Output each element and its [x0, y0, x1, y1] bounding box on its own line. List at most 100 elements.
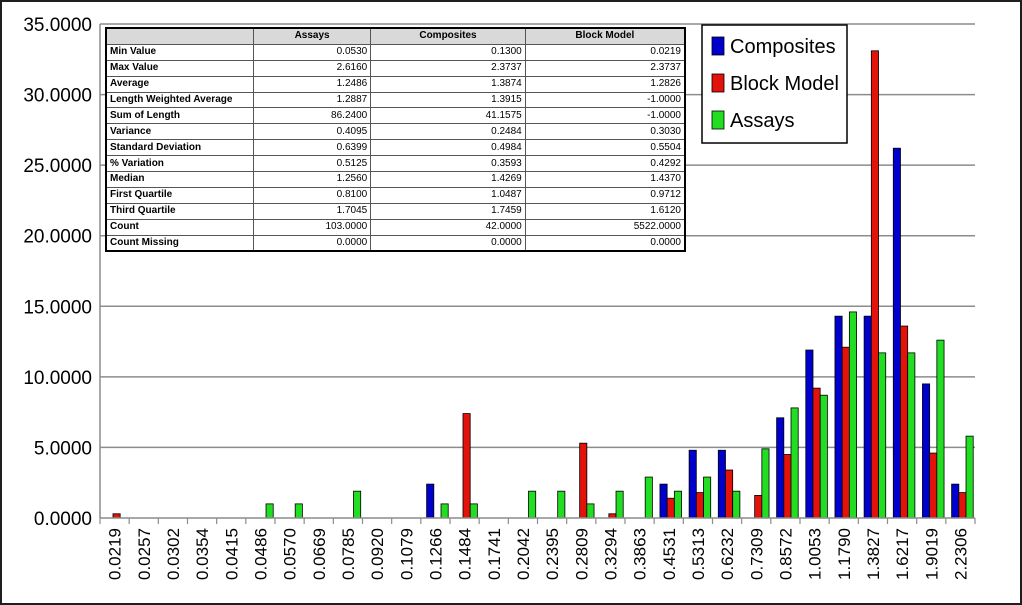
bar-assays: [907, 352, 916, 519]
bar-block-model: [666, 497, 675, 519]
bar-assays: [586, 503, 595, 519]
stats-row-label: Variance: [105, 123, 254, 141]
bar-assays: [732, 490, 741, 519]
bar-block-model: [462, 413, 471, 519]
bar-assays: [819, 394, 828, 519]
stats-cell: 1.0487: [370, 186, 526, 204]
x-tick-label: 0.0354: [193, 528, 212, 580]
bar-assays: [294, 503, 303, 519]
bar-composites: [426, 483, 435, 519]
stats-header-row: Assays Composites Block Model: [105, 27, 686, 45]
table-row: Count 103.0000 42.0000 5522.0000: [105, 218, 686, 236]
stats-cell: 0.8100: [252, 186, 372, 204]
stats-cell: 1.7459: [370, 202, 526, 220]
stats-row-label: Sum of Length: [105, 107, 254, 125]
stats-cell: 86.2400: [252, 107, 372, 125]
table-row: Length Weighted Average 1.2887 1.3915 -1.00…: [105, 91, 686, 109]
stats-row-label: Length Weighted Average: [105, 91, 254, 109]
x-tick-label: 0.0415: [222, 528, 241, 580]
y-axis: 0.0000 5.0000 10.0000 15.0000 20.0000 25.0000…: [23, 15, 101, 530]
bar-block-model: [695, 492, 704, 519]
stats-cell: 0.0530: [252, 43, 372, 61]
stats-cell: 1.2560: [252, 171, 372, 188]
stats-cell: 0.3030: [524, 123, 686, 141]
table-row: Max Value 2.6160 2.3737 2.3737: [105, 59, 686, 77]
stats-cell: 0.6399: [252, 139, 372, 157]
x-tick-label: 0.1079: [397, 528, 416, 580]
stats-row-label: Count Missing: [105, 234, 254, 252]
bar-block-model: [870, 50, 879, 519]
bar-assays: [878, 352, 887, 519]
stats-cell: 1.2887: [252, 91, 372, 109]
stats-cell: 0.4095: [252, 123, 372, 141]
bar-composites: [659, 483, 668, 519]
x-tick-label: 0.0669: [310, 528, 329, 580]
stats-cell: 41.1575: [370, 107, 526, 125]
stats-row-label: Count: [105, 218, 254, 236]
stats-row-label: Median: [105, 171, 254, 188]
bar-block-model: [929, 452, 938, 519]
legend: Composites Block Model Assays: [701, 24, 848, 144]
stats-row-label: % Variation: [105, 155, 254, 173]
stats-cell: 0.0000: [252, 234, 372, 252]
bar-block-model: [579, 442, 588, 519]
stats-cell: 5522.0000: [524, 218, 686, 236]
x-tick-label: 1.9019: [922, 528, 941, 580]
bar-composites: [892, 147, 901, 519]
x-tick-label: 0.8572: [776, 528, 795, 580]
table-row: Count Missing 0.0000 0.0000 0.0000: [105, 234, 686, 252]
table-row: Median 1.2560 1.4269 1.4370: [105, 171, 686, 188]
bar-composites: [776, 417, 785, 519]
table-row: First Quartile 0.8100 1.0487 0.9712: [105, 186, 686, 204]
bar-assays: [528, 490, 537, 519]
y-tick-label: 15.0000: [23, 297, 92, 318]
table-row: Min Value 0.0530 0.1300 0.0219: [105, 43, 686, 61]
bar-assays: [353, 490, 362, 519]
stats-row-label: Standard Deviation: [105, 139, 254, 157]
bar-assays: [848, 311, 857, 519]
x-tick-label: 0.0219: [106, 528, 125, 580]
bar-assays: [265, 503, 274, 519]
x-tick-label: 0.6232: [718, 528, 737, 580]
stats-cell: 1.7045: [252, 202, 372, 220]
bar-assays: [469, 503, 478, 519]
x-tick-label: 0.3294: [601, 528, 620, 580]
legend-label: Assays: [730, 110, 794, 132]
bar-assays: [703, 476, 712, 519]
x-tick-label: 0.0486: [251, 528, 270, 580]
legend-label: Composites: [730, 36, 836, 58]
stats-cell: -1.0000: [524, 91, 686, 109]
x-tick-label: 1.6217: [893, 528, 912, 580]
stats-cell: 0.9712: [524, 186, 686, 204]
x-tick-label: 2.2306: [951, 528, 970, 580]
stats-cell: 1.4370: [524, 171, 686, 188]
stats-col-block-model: Block Model: [524, 27, 686, 45]
x-tick-label: 0.1266: [426, 528, 445, 580]
stats-col-assays: Assays: [252, 27, 372, 45]
stats-cell: 0.1300: [370, 43, 526, 61]
y-tick-label: 30.0000: [23, 86, 92, 107]
bar-composites: [805, 349, 814, 519]
y-tick-label: 5.0000: [34, 438, 92, 459]
stats-cell: -1.0000: [524, 107, 686, 125]
stats-body: Min Value 0.0530 0.1300 0.0219 Max Value 2.61…: [105, 43, 686, 252]
x-tick-label: 0.0302: [164, 528, 183, 580]
x-tick-label: 0.2809: [572, 528, 591, 580]
bar-composites: [951, 483, 960, 519]
bar-block-model: [841, 346, 850, 519]
stats-cell: 1.6120: [524, 202, 686, 220]
stats-cell: 0.3593: [370, 155, 526, 173]
stats-cell: 1.2826: [524, 75, 686, 93]
stats-cell: 0.0000: [524, 234, 686, 252]
stats-row-label: Average: [105, 75, 254, 93]
x-tick-label: 0.2042: [514, 528, 533, 580]
x-tick-label: 0.1741: [485, 528, 504, 580]
bar-assays: [615, 490, 624, 519]
x-tick-label: 0.0920: [368, 528, 387, 580]
stats-cell: 0.0000: [370, 234, 526, 252]
stats-cell: 1.3915: [370, 91, 526, 109]
stats-cell: 2.3737: [370, 59, 526, 77]
bar-block-model: [754, 495, 763, 519]
y-tick-label: 20.0000: [23, 227, 92, 248]
